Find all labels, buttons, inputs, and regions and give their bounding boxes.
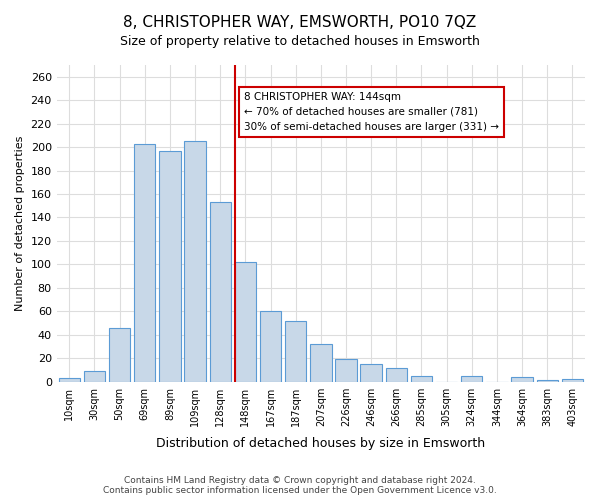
Bar: [235, 262, 256, 382]
Text: Size of property relative to detached houses in Emsworth: Size of property relative to detached ho…: [120, 35, 480, 48]
Bar: [184, 141, 206, 382]
Bar: [335, 360, 356, 382]
Bar: [159, 150, 181, 382]
Text: 8, CHRISTOPHER WAY, EMSWORTH, PO10 7QZ: 8, CHRISTOPHER WAY, EMSWORTH, PO10 7QZ: [124, 15, 476, 30]
Bar: [461, 376, 482, 382]
Bar: [285, 320, 307, 382]
X-axis label: Distribution of detached houses by size in Emsworth: Distribution of detached houses by size …: [156, 437, 485, 450]
Y-axis label: Number of detached properties: Number of detached properties: [15, 136, 25, 311]
Bar: [536, 380, 558, 382]
Bar: [209, 202, 231, 382]
Bar: [411, 376, 432, 382]
Bar: [511, 377, 533, 382]
Bar: [260, 312, 281, 382]
Bar: [109, 328, 130, 382]
Bar: [84, 371, 105, 382]
Text: Contains HM Land Registry data © Crown copyright and database right 2024.
Contai: Contains HM Land Registry data © Crown c…: [103, 476, 497, 495]
Bar: [361, 364, 382, 382]
Bar: [310, 344, 332, 382]
Bar: [562, 380, 583, 382]
Bar: [134, 144, 155, 382]
Bar: [386, 368, 407, 382]
Bar: [59, 378, 80, 382]
Text: 8 CHRISTOPHER WAY: 144sqm
← 70% of detached houses are smaller (781)
30% of semi: 8 CHRISTOPHER WAY: 144sqm ← 70% of detac…: [244, 92, 499, 132]
